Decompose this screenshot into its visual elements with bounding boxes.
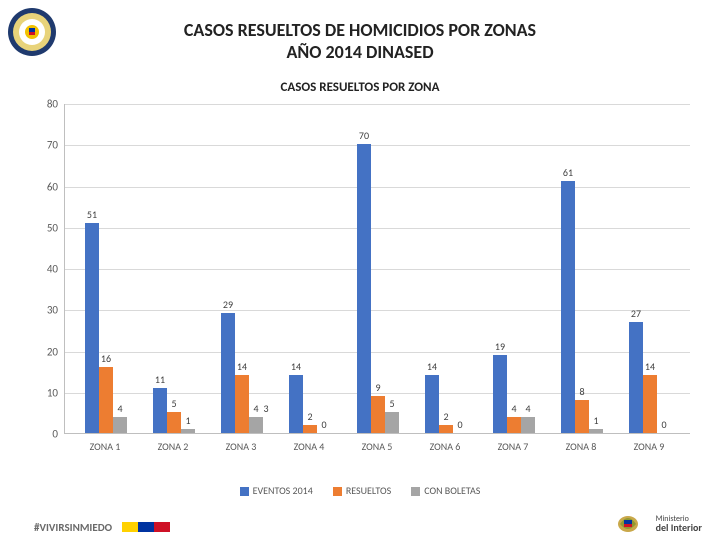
- y-axis-tick: 40: [30, 263, 58, 276]
- x-axis-label: ZONA 8: [550, 440, 612, 453]
- bar-value-label: 14: [232, 360, 252, 373]
- legend-label: RESUELTOS: [346, 484, 391, 497]
- legend-swatch: [240, 487, 249, 496]
- y-axis-tick: 20: [30, 345, 58, 358]
- chart-bar: [249, 417, 263, 434]
- x-axis-label: ZONA 7: [482, 440, 544, 453]
- y-axis-tick: 30: [30, 304, 58, 317]
- y-axis-tick: 50: [30, 221, 58, 234]
- y-axis-tick: 70: [30, 139, 58, 152]
- bar-value-label: 14: [640, 360, 660, 373]
- chart-bar: [589, 429, 603, 433]
- ministry-label: Ministerio del Interior: [656, 515, 702, 533]
- chart-bar: [493, 355, 507, 433]
- chart-bar: [629, 322, 643, 433]
- x-axis-label: ZONA 1: [74, 440, 136, 453]
- legend-swatch: [333, 487, 342, 496]
- y-axis-tick: 10: [30, 386, 58, 399]
- bar-value-label: 16: [96, 352, 116, 365]
- bar-value-label: 14: [422, 360, 442, 373]
- title-line-2: AÑO 2014 DINASED: [0, 42, 720, 64]
- legend-label: CON BOLETAS: [424, 484, 480, 497]
- legend-item: CON BOLETAS: [411, 484, 480, 497]
- bar-value-label-extra: 3: [256, 402, 276, 415]
- y-axis-tick: 60: [30, 180, 58, 193]
- legend-item: RESUELTOS: [333, 484, 391, 497]
- bar-value-label: 29: [218, 298, 238, 311]
- chart-bar: [385, 412, 399, 433]
- x-axis-label: ZONA 5: [346, 440, 408, 453]
- bar-value-label: 19: [490, 340, 510, 353]
- bar-value-label: 9: [368, 381, 388, 394]
- legend-swatch: [411, 487, 420, 496]
- flag-stripes-icon: [122, 522, 170, 532]
- chart-bar: [85, 223, 99, 433]
- chart-bar: [181, 429, 195, 433]
- chart-bar: [425, 375, 439, 433]
- bar-value-label: 11: [150, 373, 170, 386]
- bar-value-label: 0: [450, 418, 470, 431]
- bar-value-label: 1: [178, 414, 198, 427]
- bar-value-label: 5: [382, 397, 402, 410]
- x-axis-label: ZONA 4: [278, 440, 340, 453]
- chart-legend: EVENTOS 2014 RESUELTOS CON BOLETAS: [0, 484, 720, 497]
- y-axis-tick: 0: [30, 428, 58, 441]
- page-title: CASOS RESUELTOS DE HOMICIDIOS POR ZONAS …: [0, 20, 720, 63]
- bar-value-label: 70: [354, 129, 374, 142]
- title-line-1: CASOS RESUELTOS DE HOMICIDIOS POR ZONAS: [0, 20, 720, 42]
- x-axis-label: ZONA 9: [618, 440, 680, 453]
- bar-value-label: 0: [654, 418, 674, 431]
- bar-value-label: 8: [572, 385, 592, 398]
- bar-value-label: 1: [586, 414, 606, 427]
- x-axis-label: ZONA 6: [414, 440, 476, 453]
- x-axis-label: ZONA 2: [142, 440, 204, 453]
- chart-bar: [289, 375, 303, 433]
- bar-value-label: 27: [626, 307, 646, 320]
- bar-value-label: 14: [286, 360, 306, 373]
- bar-chart: 5116411512914431420709514201944618127140…: [30, 104, 690, 474]
- bar-value-label: 0: [314, 418, 334, 431]
- chart-bar: [521, 417, 535, 434]
- chart-bar: [99, 367, 113, 433]
- bar-value-label: 51: [82, 208, 102, 221]
- footer-hashtag: #VIVIRSINMIEDO: [34, 521, 112, 534]
- chart-subtitle: CASOS RESUELTOS POR ZONA: [0, 80, 720, 95]
- footer-bar: #VIVIRSINMIEDO Ministerio del Interior: [0, 514, 720, 540]
- chart-bar: [113, 417, 127, 434]
- coat-of-arms-icon: [614, 510, 642, 538]
- bar-value-label: 4: [518, 402, 538, 415]
- bar-value-label: 61: [558, 166, 578, 179]
- ministry-line-2: del Interior: [656, 523, 702, 533]
- legend-item: EVENTOS 2014: [240, 484, 313, 497]
- y-axis-tick: 80: [30, 98, 58, 111]
- bar-value-label: 5: [164, 397, 184, 410]
- legend-label: EVENTOS 2014: [253, 484, 313, 497]
- x-axis-label: ZONA 3: [210, 440, 272, 453]
- chart-bar: [507, 417, 521, 434]
- bar-value-label: 4: [110, 402, 130, 415]
